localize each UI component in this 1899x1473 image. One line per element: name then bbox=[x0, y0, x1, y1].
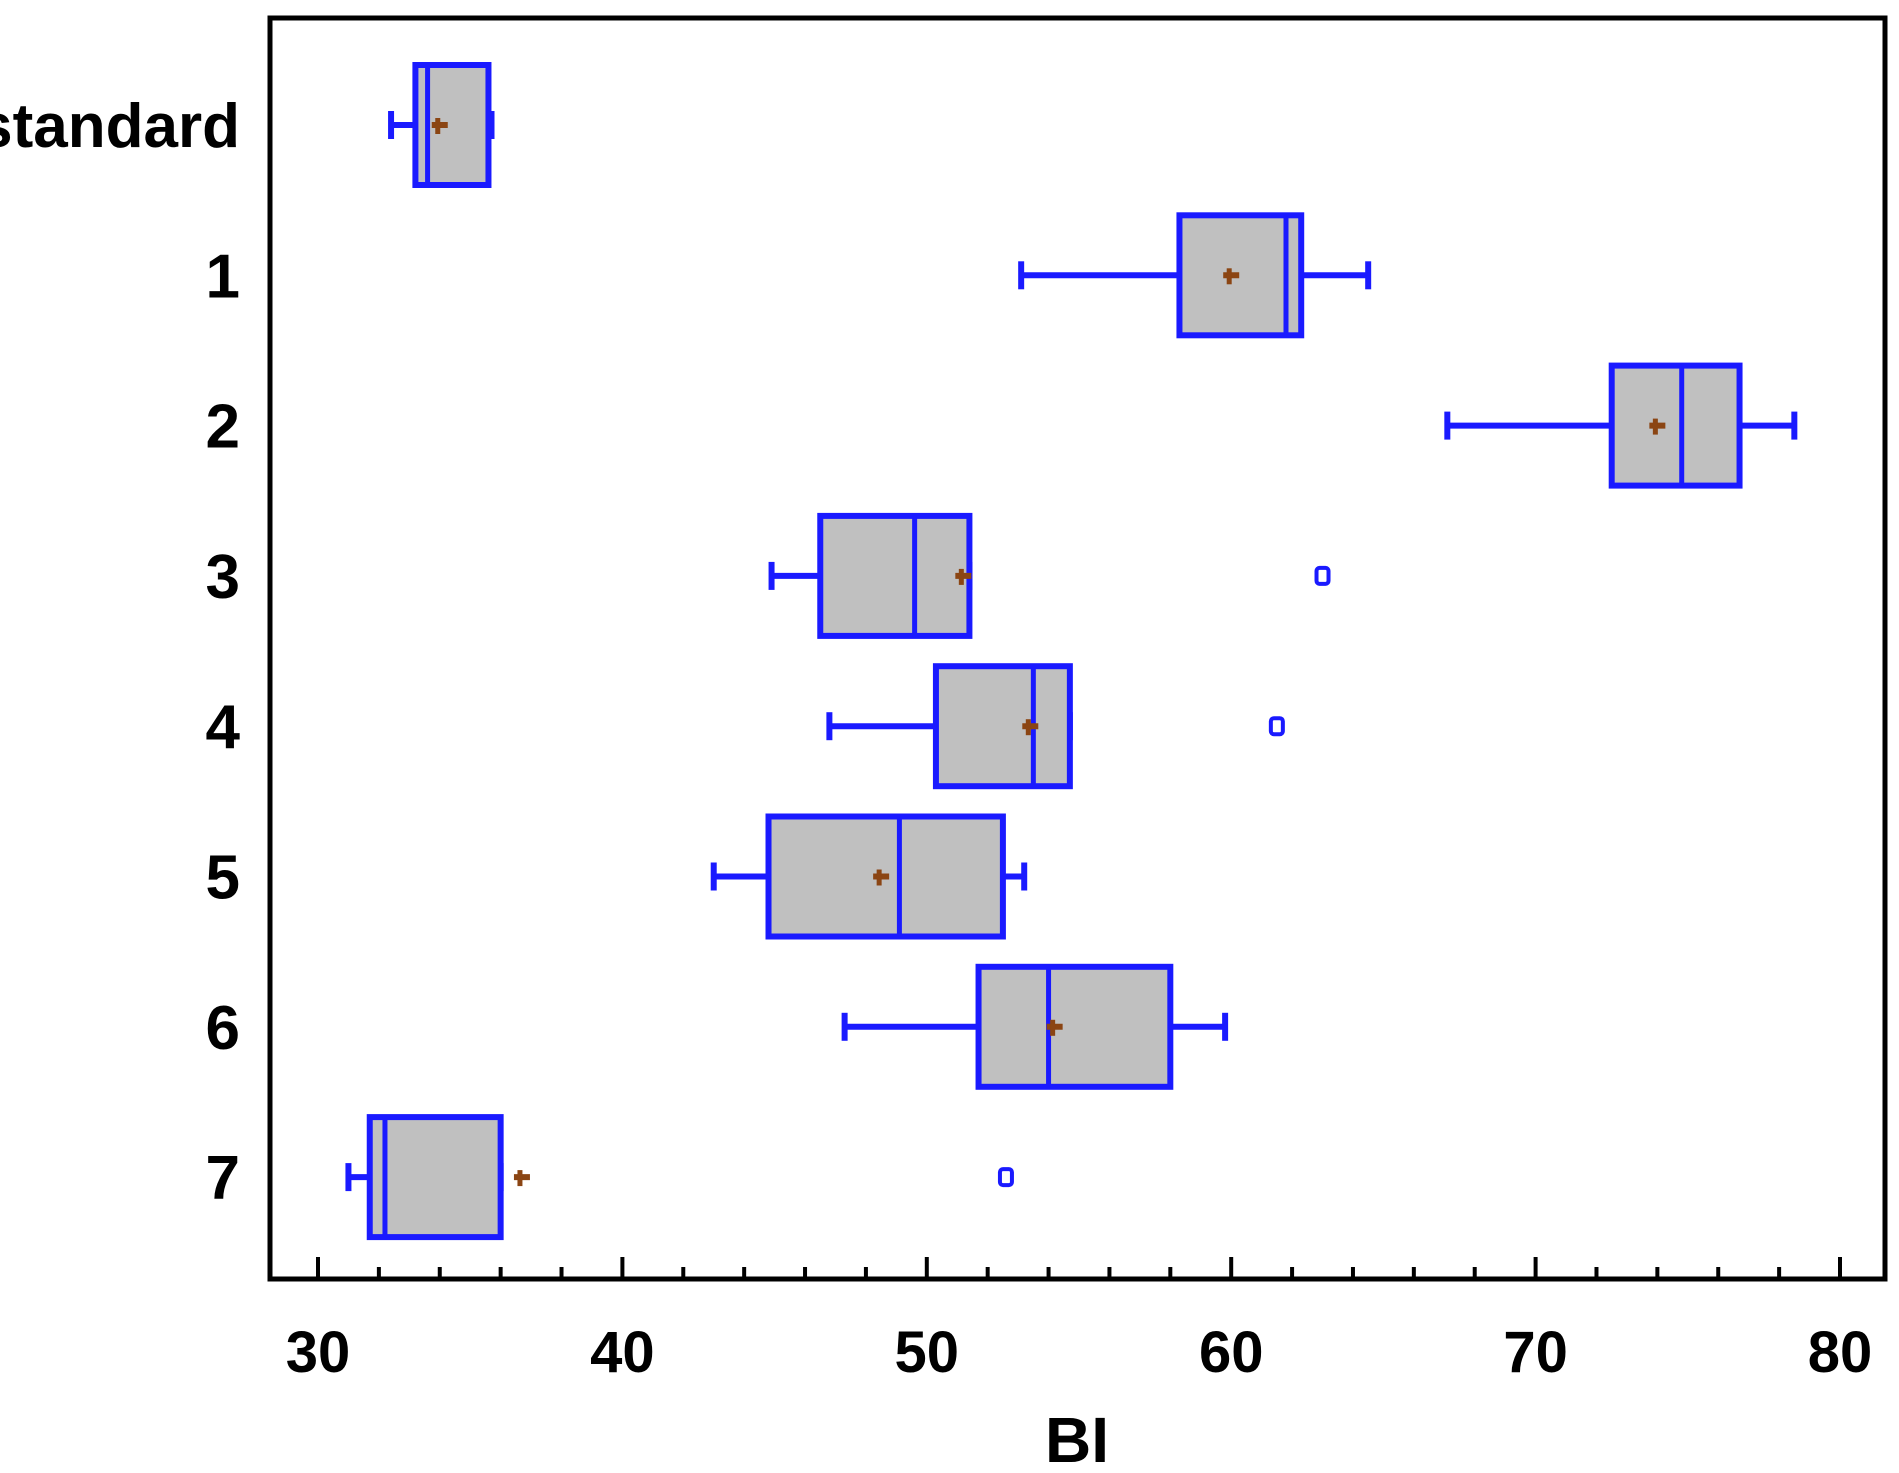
category-label: 3 bbox=[206, 543, 240, 612]
box-iqr bbox=[366, 1114, 504, 1241]
x-tick-label: 60 bbox=[1199, 1320, 1264, 1385]
category-labels: standard 1 2 3 4 5 6 7 bbox=[0, 92, 241, 1213]
box-iqr bbox=[1608, 362, 1743, 489]
box-group bbox=[1444, 362, 1798, 489]
box-iqr bbox=[817, 512, 973, 639]
box-group bbox=[826, 663, 1285, 790]
box-group bbox=[345, 1114, 1014, 1241]
box-iqr bbox=[1176, 212, 1305, 339]
outlier-point bbox=[997, 1167, 1014, 1188]
category-label: 6 bbox=[206, 994, 240, 1063]
x-tick-label: 40 bbox=[590, 1320, 655, 1385]
box-group bbox=[1018, 212, 1372, 339]
outlier-point bbox=[1314, 565, 1331, 586]
x-tick-label: 50 bbox=[895, 1320, 960, 1385]
box-group bbox=[710, 813, 1028, 940]
plot-frame bbox=[267, 15, 1888, 1282]
outlier-point bbox=[1268, 716, 1285, 737]
x-tick-label: 70 bbox=[1503, 1320, 1568, 1385]
category-label: 1 bbox=[206, 242, 240, 311]
x-axis-tick-labels: 30 40 50 60 70 80 bbox=[286, 1320, 1873, 1385]
box-group bbox=[841, 963, 1229, 1090]
boxplot-series bbox=[345, 62, 1798, 1241]
box-group bbox=[388, 62, 495, 188]
box-group bbox=[768, 512, 1331, 639]
category-label: standard bbox=[0, 92, 240, 161]
category-label: 5 bbox=[206, 844, 240, 913]
x-tick-label: 80 bbox=[1808, 1320, 1873, 1385]
box-iqr bbox=[975, 963, 1174, 1090]
x-axis-ticks bbox=[316, 1257, 1842, 1279]
category-label: 4 bbox=[206, 693, 241, 762]
box-iqr bbox=[932, 663, 1073, 790]
x-axis-title: BI bbox=[1045, 1404, 1109, 1473]
category-label: 2 bbox=[206, 393, 240, 462]
category-label: 7 bbox=[206, 1144, 240, 1213]
x-tick-label: 30 bbox=[286, 1320, 351, 1385]
